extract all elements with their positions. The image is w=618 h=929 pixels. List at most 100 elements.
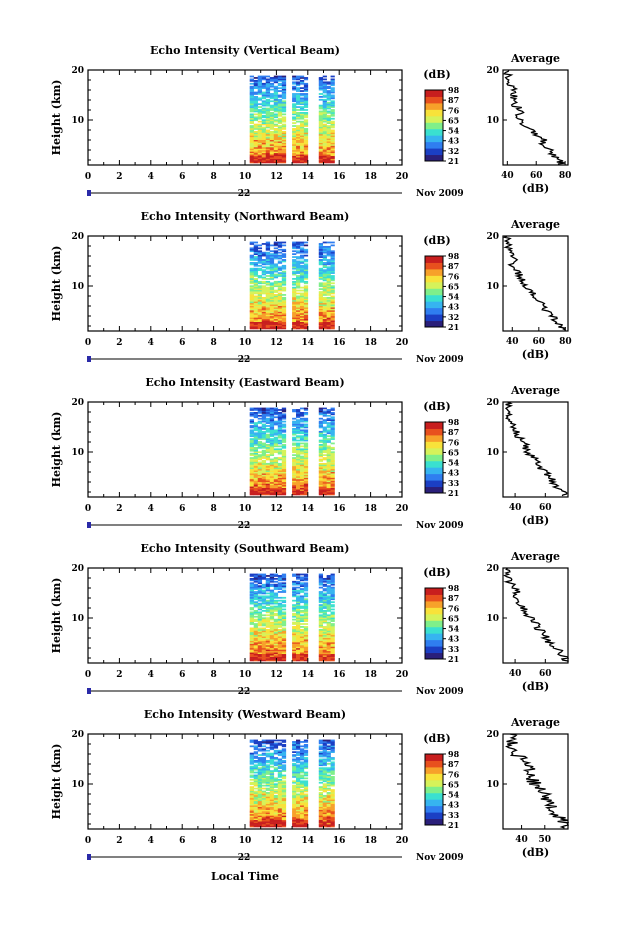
heatmap-cell: [322, 649, 327, 652]
heatmap-cell: [318, 314, 324, 317]
heatmap-cell: [281, 618, 287, 621]
heatmap-cell: [330, 251, 335, 254]
colorbar-label: 54: [448, 624, 460, 634]
heatmap-cell: [253, 650, 259, 653]
heatmap-cell: [257, 784, 263, 787]
heatmap-cell: [253, 296, 259, 299]
heatmap-cell: [303, 818, 309, 821]
heatmap-cell: [253, 130, 259, 133]
colorbar-unit: (dB): [423, 234, 450, 247]
heatmap-cell: [281, 751, 287, 754]
heatmap-cell: [265, 288, 271, 290]
heatmap-cell: [249, 745, 255, 748]
heatmap-cell: [303, 417, 309, 420]
heatmap-cell: [322, 438, 327, 440]
heatmap-cell: [269, 260, 275, 263]
heatmap-cell: [253, 601, 259, 604]
heatmap-cell: [265, 138, 271, 140]
heatmap-cell: [257, 81, 263, 84]
heatmap-cell: [281, 467, 287, 470]
heatmap-cell: [318, 812, 324, 815]
heatmap-cell: [257, 141, 263, 143]
x-tick-label: 12: [270, 338, 283, 348]
heatmap-cell: [277, 815, 283, 818]
heatmap-cell: [261, 813, 267, 816]
heatmap-cell: [249, 575, 255, 577]
heatmap-cell: [318, 809, 324, 812]
heatmap-cell: [296, 778, 301, 781]
heatmap-cell: [277, 451, 283, 454]
heatmap-cell: [292, 247, 297, 250]
heatmap-cell: [257, 650, 263, 653]
heatmap-cell: [322, 803, 327, 806]
heatmap-cell: [253, 471, 259, 474]
heatmap-cell: [265, 259, 271, 261]
heatmap-cell: [273, 101, 279, 104]
heatmap-cell: [261, 95, 267, 98]
heatmap-cell: [296, 460, 301, 462]
heatmap-cell: [261, 138, 267, 140]
heatmap-cell: [330, 658, 335, 660]
heatmap-cell: [299, 457, 305, 459]
heatmap-cell: [265, 476, 271, 478]
heatmap-cell: [330, 462, 335, 465]
heatmap-cell: [273, 618, 279, 621]
heatmap-cell: [330, 815, 335, 818]
heatmap-cell: [269, 439, 275, 442]
heatmap-cell: [326, 103, 331, 106]
heatmap-cell: [273, 799, 279, 802]
heatmap-cell: [318, 291, 324, 293]
heatmap-cell: [303, 254, 309, 257]
heatmap-cell: [296, 95, 301, 98]
heatmap-cell: [296, 816, 301, 819]
heatmap-cell: [273, 636, 279, 638]
heatmap-cell: [257, 261, 263, 264]
heatmap-cell: [330, 433, 335, 436]
heatmap-cell: [303, 592, 309, 595]
heatmap-cell: [281, 254, 287, 257]
heatmap-cell: [261, 133, 267, 136]
heatmap-cell: [303, 575, 309, 577]
heatmap-cell: [326, 792, 331, 794]
heatmap-cell: [269, 596, 275, 599]
heatmap-cell: [292, 144, 297, 146]
heatmap-cell: [269, 425, 275, 427]
heatmap-cell: [257, 748, 263, 751]
heatmap-cell: [299, 754, 305, 756]
heatmap-cell: [257, 414, 263, 417]
heatmap-cell: [326, 599, 331, 602]
heatmap-cell: [330, 446, 335, 449]
heatmap-cell: [318, 448, 324, 451]
heatmap-cell: [292, 148, 297, 151]
heatmap-cell: [265, 749, 271, 752]
heatmap-cell: [299, 460, 305, 462]
heatmap-cell: [257, 323, 263, 325]
heatmap-cell: [322, 101, 327, 104]
heatmap-cell: [296, 455, 301, 458]
heatmap-cell: [261, 825, 267, 828]
heatmap-cell: [261, 770, 267, 772]
heatmap-cell: [281, 409, 287, 411]
heatmap-cell: [318, 758, 324, 761]
average-title: Average: [510, 384, 560, 397]
heatmap-cell: [318, 114, 324, 117]
heatmap-cell: [299, 93, 305, 95]
heatmap-cell: [261, 100, 267, 103]
heatmap-cell: [292, 656, 297, 659]
heatmap-cell: [322, 324, 327, 327]
heatmap-cell: [326, 771, 331, 774]
heatmap-cell: [299, 97, 305, 100]
heatmap-cell: [318, 776, 324, 778]
heatmap-cell: [292, 158, 297, 161]
heatmap-cell: [322, 818, 327, 821]
heatmap-cell: [257, 82, 263, 85]
heatmap-cell: [281, 307, 287, 309]
heatmap-cell: [299, 589, 305, 592]
heatmap-cell: [322, 100, 327, 103]
heatmap-cell: [292, 253, 297, 256]
heatmap-cell: [253, 596, 259, 599]
heatmap-cell: [253, 283, 259, 286]
heatmap-cell: [330, 780, 335, 783]
heatmap-cell: [322, 314, 327, 317]
